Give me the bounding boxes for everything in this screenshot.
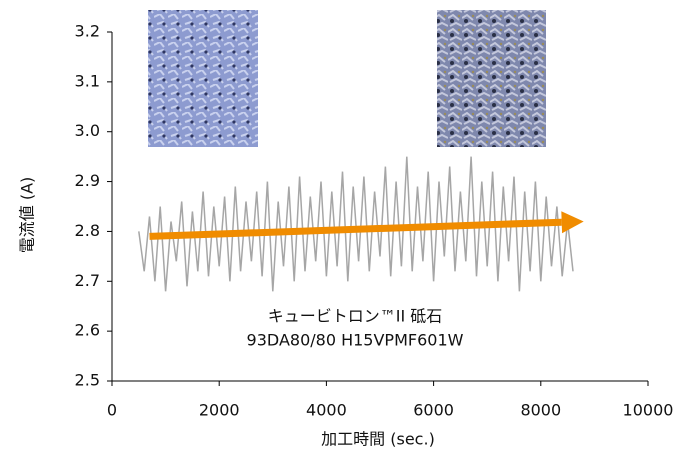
x-tick-label: 2000 (199, 401, 240, 420)
y-tick-label: 3.1 (75, 71, 100, 90)
annotation: 93DA80/80 H15VPMF601W (247, 331, 464, 350)
x-tick-label: 0 (107, 401, 117, 420)
x-tick-label: 10000 (623, 401, 674, 420)
y-axis-title: 電流値 (A) (18, 177, 37, 254)
photo-before (148, 10, 258, 147)
photo-after (437, 10, 546, 147)
annotation: キュービトロン™II 砥石 (268, 307, 443, 326)
x-tick-label: 4000 (306, 401, 347, 420)
data-line (138, 156, 574, 292)
x-tick-label: 6000 (413, 401, 454, 420)
trend-arrow-shaft (149, 218, 562, 240)
y-tick-label: 2.6 (75, 321, 100, 340)
y-tick-label: 3.2 (75, 22, 100, 41)
x-tick-label: 8000 (520, 401, 561, 420)
y-tick-label: 2.5 (75, 371, 100, 390)
y-tick-label: 2.8 (75, 221, 100, 240)
y-tick-label: 2.7 (75, 271, 100, 290)
x-axis-title: 加工時間 (sec.) (321, 430, 435, 449)
y-tick-label: 3.0 (75, 121, 100, 140)
y-tick-label: 2.9 (75, 171, 100, 190)
trend-arrow-head (561, 211, 584, 234)
